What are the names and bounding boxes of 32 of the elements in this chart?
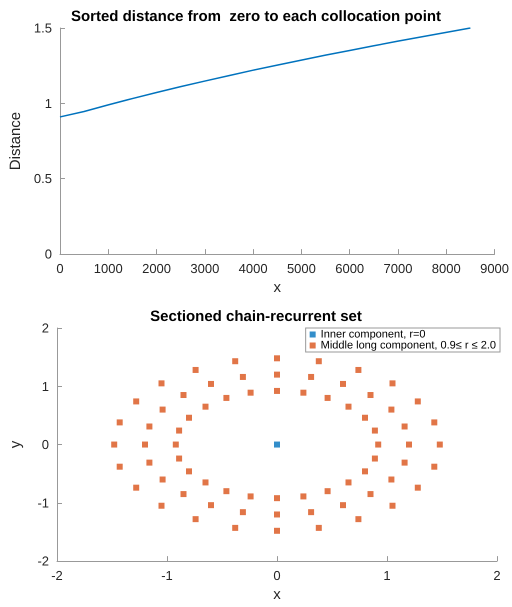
- x-tick-label: 5000: [286, 261, 316, 276]
- y-tick-label: 0: [44, 246, 52, 262]
- chart-title: Sectioned chain-recurrent set: [150, 308, 362, 325]
- legend-label: Inner component, r=0: [320, 328, 426, 340]
- y-tick-label: 1.5: [34, 20, 52, 36]
- x-tick-label: 3000: [190, 261, 220, 276]
- x-tick-label: 0: [273, 568, 281, 584]
- x-tick-label: 1: [383, 568, 391, 584]
- line-series: [59, 27, 472, 118]
- x-tick-label: 2: [493, 568, 501, 584]
- x-axis-title: x: [273, 586, 282, 603]
- x-tick-label: 4000: [238, 261, 268, 276]
- y-tick-label: 0: [42, 437, 49, 452]
- y-axis-title: Distance: [7, 112, 24, 170]
- y-axis-title: y: [7, 440, 24, 448]
- y-tick-label: -1: [37, 495, 49, 510]
- x-tick-label: 2000: [142, 261, 172, 276]
- chart-title: Sorted distance from zero to each collocation point: [70, 8, 442, 25]
- x-tick-label: -1: [161, 568, 173, 584]
- y-tick-label: 1: [42, 378, 49, 394]
- x-tick-label: 6000: [335, 261, 364, 276]
- x-tick-label: 9000: [480, 261, 509, 276]
- y-tick-label: 0.5: [34, 171, 52, 186]
- legend-label: Middle long component, 0.9≤ r ≤ 2.0: [320, 340, 496, 352]
- y-tick-label: 1: [44, 96, 52, 111]
- x-tick-label: 1000: [94, 261, 123, 276]
- x-axis-title: x: [274, 279, 282, 296]
- y-tick-label: 2: [42, 320, 49, 336]
- x-tick-label: 7000: [384, 261, 412, 276]
- x-tick-label: 0: [56, 261, 64, 276]
- y-tick-label: -2: [37, 554, 49, 569]
- x-tick-label: 8000: [432, 261, 461, 276]
